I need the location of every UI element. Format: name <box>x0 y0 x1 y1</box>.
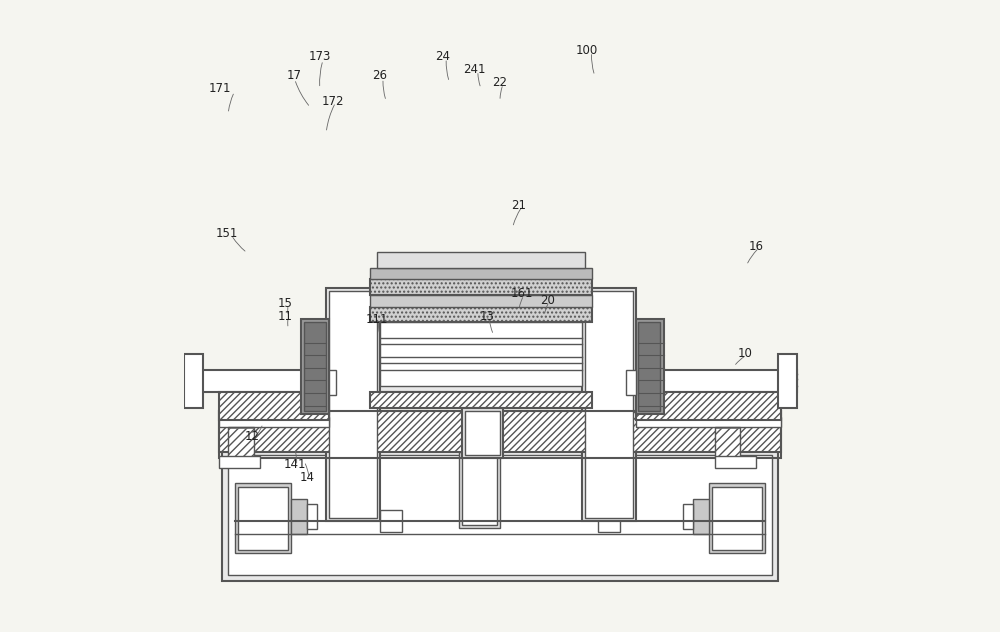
Bar <box>219 384 329 392</box>
Text: 12: 12 <box>245 430 260 442</box>
Bar <box>219 417 329 427</box>
Bar <box>377 252 585 268</box>
Bar <box>370 279 592 295</box>
Bar <box>598 510 620 532</box>
Bar <box>636 370 797 392</box>
Bar <box>370 307 592 322</box>
Text: 21: 21 <box>511 199 526 212</box>
Bar <box>636 319 664 414</box>
Bar <box>693 499 709 534</box>
Bar <box>712 487 762 550</box>
Bar <box>329 370 336 395</box>
Text: 173: 173 <box>309 51 331 63</box>
Bar <box>626 370 636 395</box>
Text: 24: 24 <box>436 51 451 63</box>
Text: 20: 20 <box>540 294 555 307</box>
Bar <box>636 417 781 427</box>
Bar <box>228 455 772 575</box>
Text: 11: 11 <box>278 310 293 322</box>
Bar <box>683 504 693 529</box>
Bar <box>462 455 497 525</box>
Bar <box>219 456 260 468</box>
Text: 26: 26 <box>372 70 387 82</box>
Bar <box>459 452 500 528</box>
Text: 22: 22 <box>493 76 508 88</box>
Bar <box>370 295 592 307</box>
Bar <box>380 510 402 532</box>
Bar <box>465 411 500 455</box>
Bar <box>380 322 582 386</box>
Bar <box>715 428 740 456</box>
Bar <box>582 288 636 521</box>
Text: 172: 172 <box>321 95 344 107</box>
Bar <box>778 354 797 408</box>
Bar <box>585 291 633 518</box>
Text: 111: 111 <box>366 313 388 325</box>
Bar <box>462 408 503 458</box>
Bar <box>238 487 288 550</box>
Bar <box>636 384 781 392</box>
Text: 15: 15 <box>278 297 293 310</box>
Bar <box>235 483 291 553</box>
Bar <box>219 411 781 458</box>
Bar <box>228 427 254 458</box>
Bar <box>380 316 582 392</box>
Bar <box>304 322 326 411</box>
Bar <box>638 322 660 411</box>
Bar <box>370 268 592 279</box>
Text: 141: 141 <box>283 458 306 471</box>
Bar <box>715 456 756 468</box>
Text: 10: 10 <box>738 348 753 360</box>
Text: 171: 171 <box>209 82 231 95</box>
Bar <box>301 319 329 414</box>
Bar <box>329 291 377 518</box>
Text: 241: 241 <box>463 63 486 76</box>
Text: 14: 14 <box>300 471 315 483</box>
Bar <box>184 370 326 392</box>
Bar <box>326 288 380 521</box>
Bar <box>228 428 254 456</box>
Text: 16: 16 <box>748 240 763 253</box>
Bar <box>219 411 781 452</box>
Bar <box>291 499 307 534</box>
Text: 13: 13 <box>480 310 495 322</box>
Bar <box>222 442 778 581</box>
Bar <box>219 392 329 420</box>
Bar <box>370 392 592 408</box>
Bar <box>184 354 203 408</box>
Text: 100: 100 <box>576 44 598 57</box>
Bar <box>715 427 740 458</box>
Text: 161: 161 <box>511 288 533 300</box>
Bar <box>636 392 781 420</box>
Text: 151: 151 <box>216 228 238 240</box>
Text: 17: 17 <box>287 70 302 82</box>
Bar <box>709 483 765 553</box>
Bar <box>307 504 317 529</box>
